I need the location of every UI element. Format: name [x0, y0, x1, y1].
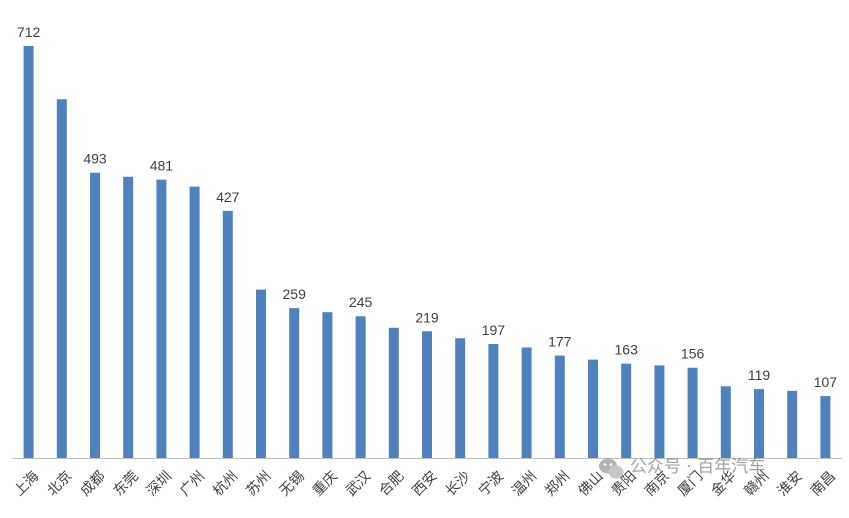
- bar-24: [820, 396, 831, 458]
- bar-23: [787, 390, 798, 458]
- category-label-9: 重庆: [310, 468, 341, 499]
- data-label-4: 481: [150, 158, 174, 174]
- data-label-10: 245: [349, 294, 373, 310]
- bar-14: [488, 344, 499, 458]
- category-label-23: 淮安: [775, 468, 806, 499]
- category-label-1: 北京: [44, 468, 75, 499]
- watermark: 公众号 · 百年汽车: [599, 457, 765, 479]
- wechat-icon: [599, 458, 624, 479]
- category-label-11: 合肥: [376, 468, 407, 499]
- category-label-8: 无锡: [277, 468, 308, 499]
- category-label-7: 苏州: [243, 468, 274, 499]
- bar-6: [222, 210, 233, 458]
- data-label-20: 156: [681, 346, 705, 362]
- bar-9: [322, 312, 333, 458]
- category-label-4: 深圳: [144, 468, 175, 499]
- data-label-18: 163: [615, 342, 639, 358]
- bar-10: [355, 316, 366, 458]
- category-label-14: 宁波: [475, 468, 507, 500]
- category-label-15: 温州: [509, 468, 540, 499]
- bar-18: [621, 363, 632, 458]
- category-label-5: 广州: [177, 468, 208, 499]
- bar-11: [388, 327, 399, 458]
- bar-13: [455, 338, 466, 458]
- bar-17: [588, 359, 598, 458]
- category-label-6: 杭州: [210, 468, 241, 499]
- data-label-14: 197: [482, 322, 506, 338]
- watermark-text: 公众号 · 百年汽车: [630, 457, 765, 477]
- bar-8: [289, 308, 300, 458]
- bar-2: [90, 172, 100, 458]
- category-label-12: 西安: [409, 468, 440, 499]
- bar-22: [754, 389, 764, 458]
- category-label-0: 上海: [11, 468, 42, 499]
- bar-20: [687, 367, 698, 458]
- data-label-2: 493: [83, 151, 107, 167]
- value-labels-group: 712 493 481 427 259 245 219 197 177 163 156 119 107: [17, 24, 837, 390]
- data-label-12: 219: [415, 309, 439, 325]
- category-label-2: 成都: [77, 468, 108, 499]
- bar-15: [521, 347, 532, 458]
- category-label-24: 南昌: [808, 468, 839, 499]
- category-label-10: 武汉: [343, 468, 374, 499]
- bar-16: [554, 355, 565, 458]
- data-label-22: 119: [748, 367, 771, 383]
- category-label-17: 佛山: [575, 468, 606, 499]
- data-label-6: 427: [216, 189, 240, 205]
- bar-4: [156, 179, 167, 459]
- bar-7: [256, 289, 266, 458]
- bar-5: [189, 186, 200, 458]
- data-label-0: 712: [17, 24, 41, 40]
- category-label-16: 郑州: [542, 468, 573, 499]
- bars-group: [23, 46, 831, 459]
- bar-19: [654, 365, 665, 458]
- bar-0: [23, 46, 34, 458]
- data-label-24: 107: [814, 374, 838, 390]
- bar-21: [720, 386, 731, 458]
- category-label-13: 长沙: [443, 468, 474, 499]
- data-label-8: 259: [283, 286, 307, 302]
- bar-12: [422, 331, 432, 458]
- data-label-16: 177: [548, 334, 572, 350]
- bar-1: [56, 99, 67, 458]
- category-label-3: 东莞: [111, 468, 142, 499]
- bar-3: [123, 176, 134, 459]
